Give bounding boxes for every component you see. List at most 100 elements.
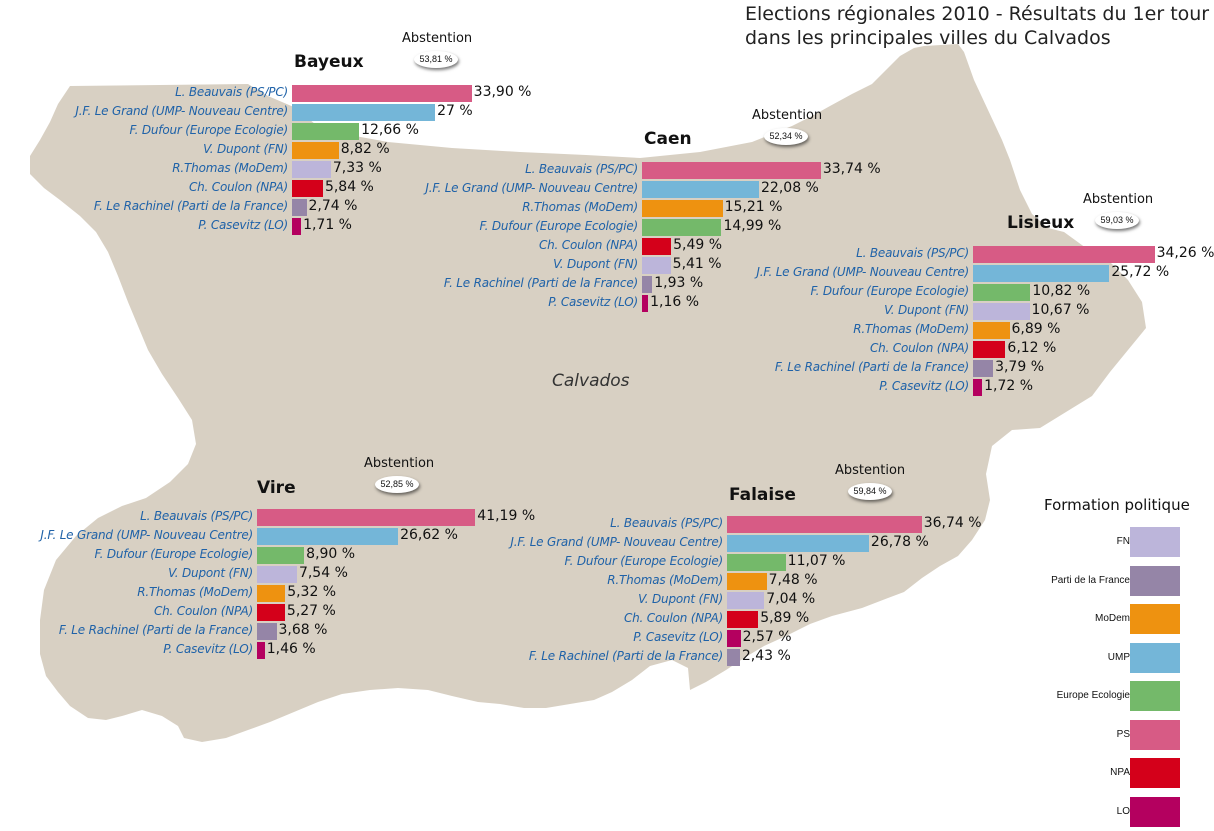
bar-modem: [292, 142, 339, 159]
candidate-label: R.Thomas (MoDem): [137, 585, 253, 599]
value-label: 33,74 %: [822, 161, 881, 177]
candidate-label: V. Dupont (FN): [884, 303, 969, 317]
abstention-value: 53,81 %: [414, 51, 458, 68]
bar-lo: [973, 379, 983, 396]
abstention-value: 59,03 %: [1095, 212, 1139, 229]
city-name: Falaise: [729, 485, 796, 505]
bar-modem: [973, 322, 1010, 339]
candidate-label: Ch. Coulon (NPA): [538, 238, 638, 252]
legend-label: FN: [1116, 536, 1130, 547]
candidate-label: Ch. Coulon (NPA): [188, 180, 288, 194]
title-line-1: Elections régionales 2010 - Résultats du…: [745, 3, 1210, 25]
bar-npa: [257, 604, 285, 621]
value-label: 15,21 %: [724, 199, 783, 215]
legend-label: PS: [1116, 728, 1130, 740]
bar-ps: [973, 246, 1155, 263]
value-label: 7,48 %: [768, 572, 818, 588]
bar-parti-de-la-france: [257, 623, 277, 640]
value-label: 25,72 %: [1111, 264, 1170, 280]
bar-lo: [257, 642, 265, 659]
value-label: 8,82 %: [340, 141, 390, 157]
legend-item-ps: PS: [1010, 719, 1200, 750]
bar-parti-de-la-france: [292, 199, 307, 216]
candidate-label: J.F. Le Grand (UMP- Nouveau Centre): [40, 528, 253, 542]
legend-swatch: [1130, 604, 1180, 634]
bar-fn: [292, 161, 331, 178]
value-label: 11,07 %: [787, 553, 846, 569]
bar-modem: [727, 573, 767, 590]
candidate-label: P. Casevitz (LO): [633, 630, 723, 644]
value-label: 2,74 %: [308, 198, 358, 214]
value-label: 5,84 %: [324, 179, 374, 195]
bar-lo: [727, 630, 741, 647]
value-label: 27 %: [437, 103, 473, 119]
legend-item-lo: LO: [1010, 796, 1200, 827]
bar-europe-ecologie: [727, 554, 786, 571]
legend-swatch: [1130, 758, 1180, 788]
value-label: 7,54 %: [298, 565, 348, 581]
legend-item-parti-de-la-france: Parti de la France: [1010, 565, 1200, 596]
value-label: 10,67 %: [1031, 302, 1090, 318]
bar-npa: [973, 341, 1006, 358]
candidate-label: P. Casevitz (LO): [163, 642, 253, 656]
candidate-label: Ch. Coulon (NPA): [869, 341, 969, 355]
bar-ump: [292, 104, 436, 121]
candidate-label: F. Dufour (Europe Ecologie): [564, 554, 723, 568]
bar-europe-ecologie: [642, 219, 722, 236]
value-label: 2,57 %: [742, 629, 792, 645]
candidate-label: F. Dufour (Europe Ecologie): [810, 284, 969, 298]
value-label: 5,41 %: [672, 256, 722, 272]
value-label: 34,26 %: [1156, 245, 1214, 261]
candidate-label: Ch. Coulon (NPA): [153, 604, 253, 618]
legend-title: Formation politique: [1044, 496, 1190, 514]
abstention-value: 52,85 %: [375, 476, 419, 493]
candidate-label: F. Le Rachinel (Parti de la France): [58, 623, 253, 637]
bar-lo: [292, 218, 302, 235]
candidate-label: F. Dufour (Europe Ecologie): [129, 123, 288, 137]
bar-parti-de-la-france: [642, 276, 653, 293]
city-name: Lisieux: [1007, 213, 1075, 233]
candidate-label: L. Beauvais (PS/PC): [856, 246, 969, 260]
candidate-label: P. Casevitz (LO): [548, 295, 638, 309]
bar-fn: [642, 257, 671, 274]
bar-europe-ecologie: [973, 284, 1031, 301]
title-line-2: dans les principales villes du Calvados: [745, 27, 1111, 49]
abstention-value: 59,84 %: [848, 483, 892, 500]
value-label: 8,90 %: [306, 546, 356, 562]
legend-swatch: [1130, 642, 1180, 673]
legend-label: NPA: [1110, 767, 1130, 778]
candidate-label: J.F. Le Grand (UMP- Nouveau Centre): [756, 265, 969, 279]
value-label: 22,08 %: [761, 180, 819, 196]
bar-fn: [257, 566, 297, 583]
value-label: 5,49 %: [673, 237, 723, 253]
bar-ps: [292, 85, 472, 102]
bar-npa: [642, 238, 672, 255]
legend-label: MoDem: [1094, 613, 1130, 624]
bar-ps: [642, 162, 821, 179]
value-label: 26,62 %: [400, 527, 458, 543]
candidate-label: F. Dufour (Europe Ecologie): [479, 219, 638, 233]
legend-swatch: [1130, 681, 1180, 711]
candidate-label: R.Thomas (MoDem): [853, 322, 969, 336]
candidate-label: L. Beauvais (PS/PC): [610, 516, 723, 530]
legend-item-npa: NPA: [1010, 758, 1200, 788]
bar-npa: [727, 611, 759, 628]
bar-ump: [257, 528, 399, 545]
value-label: 12,66 %: [361, 122, 419, 138]
calvados-shape: [30, 44, 1146, 742]
city-name: Vire: [257, 478, 296, 498]
bar-parti-de-la-france: [973, 360, 994, 377]
value-label: 1,16 %: [650, 294, 700, 310]
candidate-label: F. Le Rachinel (Parti de la France): [774, 360, 969, 374]
candidate-label: P. Casevitz (LO): [198, 218, 288, 232]
legend-label: Europe Ecologie: [1056, 690, 1130, 701]
candidate-label: F. Le Rachinel (Parti de la France): [443, 276, 638, 290]
candidate-label: Ch. Coulon (NPA): [623, 611, 723, 625]
value-label: 7,04 %: [766, 591, 816, 607]
value-label: 7,33 %: [332, 160, 382, 176]
candidate-label: J.F. Le Grand (UMP- Nouveau Centre): [510, 535, 723, 549]
candidate-label: J.F. Le Grand (UMP- Nouveau Centre): [425, 181, 638, 195]
bar-modem: [642, 200, 723, 217]
bar-europe-ecologie: [292, 123, 360, 140]
